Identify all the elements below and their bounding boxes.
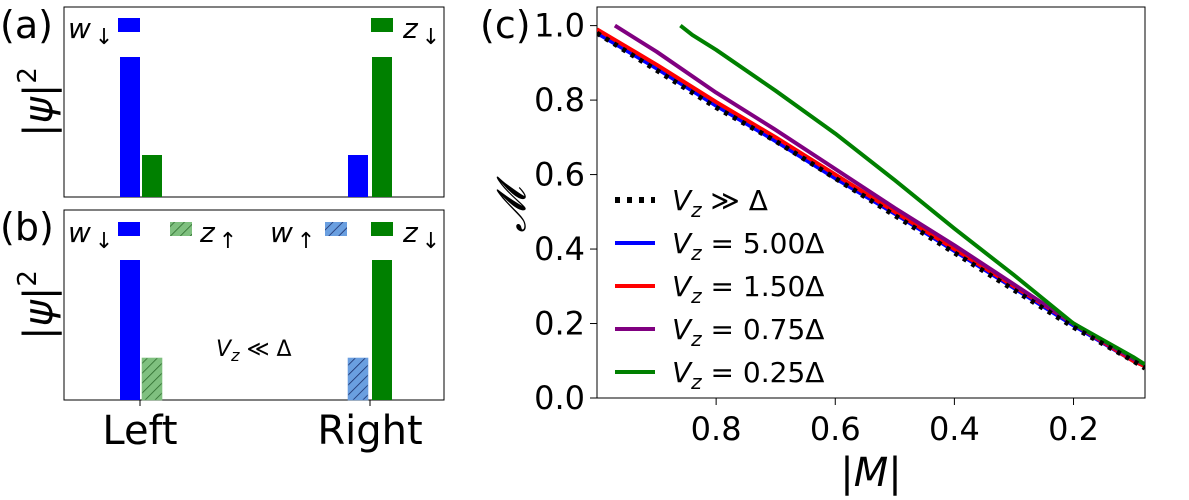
bar-w-right — [348, 155, 368, 197]
panel-c-label: (c) — [480, 3, 531, 47]
panel-c-xlabel: |M| — [840, 450, 901, 496]
legend-a-z-down-label: z ↓ — [402, 12, 440, 50]
panel-b-legend: w ↓ z ↑ w ↑ z ↓ — [68, 216, 440, 254]
svg-text:|ψ|2: |ψ|2 — [13, 67, 62, 137]
legend-b-z-down-label: z ↓ — [402, 216, 440, 254]
xtick-label-left: Left — [102, 408, 177, 454]
series-line-v-z-0-25 — [679, 24, 1145, 367]
panel-a: (a) |ψ|2 w ↓ z ↓ — [0, 3, 445, 198]
panel-b-frame — [63, 209, 445, 401]
legend-a-w-down-label: w ↓ — [68, 12, 113, 50]
legend-b-w-up-patch — [325, 222, 347, 236]
panel-c: (c) 0.0 0.2 0.4 0.6 0.8 1.0 0.8 0.6 0.4 0.2 Vz ≫ … — [480, 3, 1146, 496]
legend-c-v-z-0-25-label: Vz = 0.25Δ — [672, 356, 824, 394]
ytick-label-1-0: 1.0 — [534, 7, 585, 45]
xtick-label-0-6: 0.6 — [810, 410, 861, 448]
panel-a-label: (a) — [0, 3, 53, 47]
panel-b: (b) |ψ|2 w ↓ z ↑ w ↑ z ↓ Vz ≪ Δ Left Right — [0, 205, 445, 454]
panel-c-ticks: 0.0 0.2 0.4 0.6 0.8 1.0 0.8 0.6 0.4 0.2 — [534, 7, 1099, 448]
xtick-label-0-4: 0.4 — [929, 410, 980, 448]
series-line-v-z — [597, 30, 1145, 371]
panel-b-xticks: Left Right — [102, 400, 423, 454]
bar-w-left — [120, 260, 140, 400]
panel-c-lines — [597, 23, 1145, 371]
bar-w-left — [120, 57, 140, 197]
legend-a-z-down-patch — [371, 18, 393, 32]
legend-c-v-z-0-75-label: Vz = 0.75Δ — [672, 313, 824, 351]
panel-b-bars — [120, 260, 392, 401]
legend-b-z-up-label: z ↑ — [199, 216, 237, 254]
bar-z-right — [372, 260, 392, 400]
bar-w-right — [347, 357, 369, 401]
legend-c-v-z-label: Vz ≫ Δ — [672, 184, 768, 222]
panel-c-legend: Vz ≫ Δ Vz = 5.00Δ Vz = 1.50Δ Vz = 0.75Δ Vz =… — [615, 184, 824, 394]
series-line-v-z-0-75 — [613, 23, 1145, 367]
xtick-label-right: Right — [317, 408, 422, 454]
legend-b-w-down-label: w ↓ — [68, 216, 113, 254]
ytick-label-0-4: 0.4 — [534, 230, 585, 268]
legend-a-w-down-patch — [118, 18, 140, 32]
panel-b-annotation: Vz ≪ Δ — [216, 337, 292, 365]
bar-z-left — [142, 155, 162, 197]
panel-a-ylabel: |ψ|2 — [13, 67, 62, 137]
ytick-label-0-0: 0.0 — [534, 379, 585, 417]
legend-b-w-down-patch — [118, 222, 140, 236]
ytick-label-0-6: 0.6 — [534, 156, 585, 194]
legend-b-w-up-label: w ↑ — [270, 216, 315, 254]
ytick-label-0-2: 0.2 — [534, 305, 585, 343]
xtick-label-0-2: 0.2 — [1048, 410, 1099, 448]
ytick-label-0-8: 0.8 — [534, 81, 585, 119]
panel-a-legend: w ↓ z ↓ — [68, 12, 440, 50]
panel-a-frame — [63, 6, 445, 198]
bar-z-right — [372, 57, 392, 197]
svg-text:𝓜: 𝓜 — [489, 175, 535, 232]
panel-b-ylabel: |ψ|2 — [13, 270, 62, 340]
legend-b-z-down-patch — [371, 222, 393, 236]
panel-c-ylabel: 𝓜 — [489, 175, 535, 232]
panel-a-bars — [120, 57, 392, 197]
svg-text:|ψ|2: |ψ|2 — [13, 270, 62, 340]
panel-b-label: (b) — [0, 205, 54, 249]
legend-c-v-z-5-00-label: Vz = 5.00Δ — [672, 227, 824, 265]
xtick-label-0-8: 0.8 — [691, 410, 742, 448]
panel-c-frame — [596, 6, 1146, 399]
legend-c-v-z-1-50-label: Vz = 1.50Δ — [672, 270, 824, 308]
bar-z-left — [141, 357, 163, 401]
legend-b-z-up-patch — [170, 222, 192, 236]
